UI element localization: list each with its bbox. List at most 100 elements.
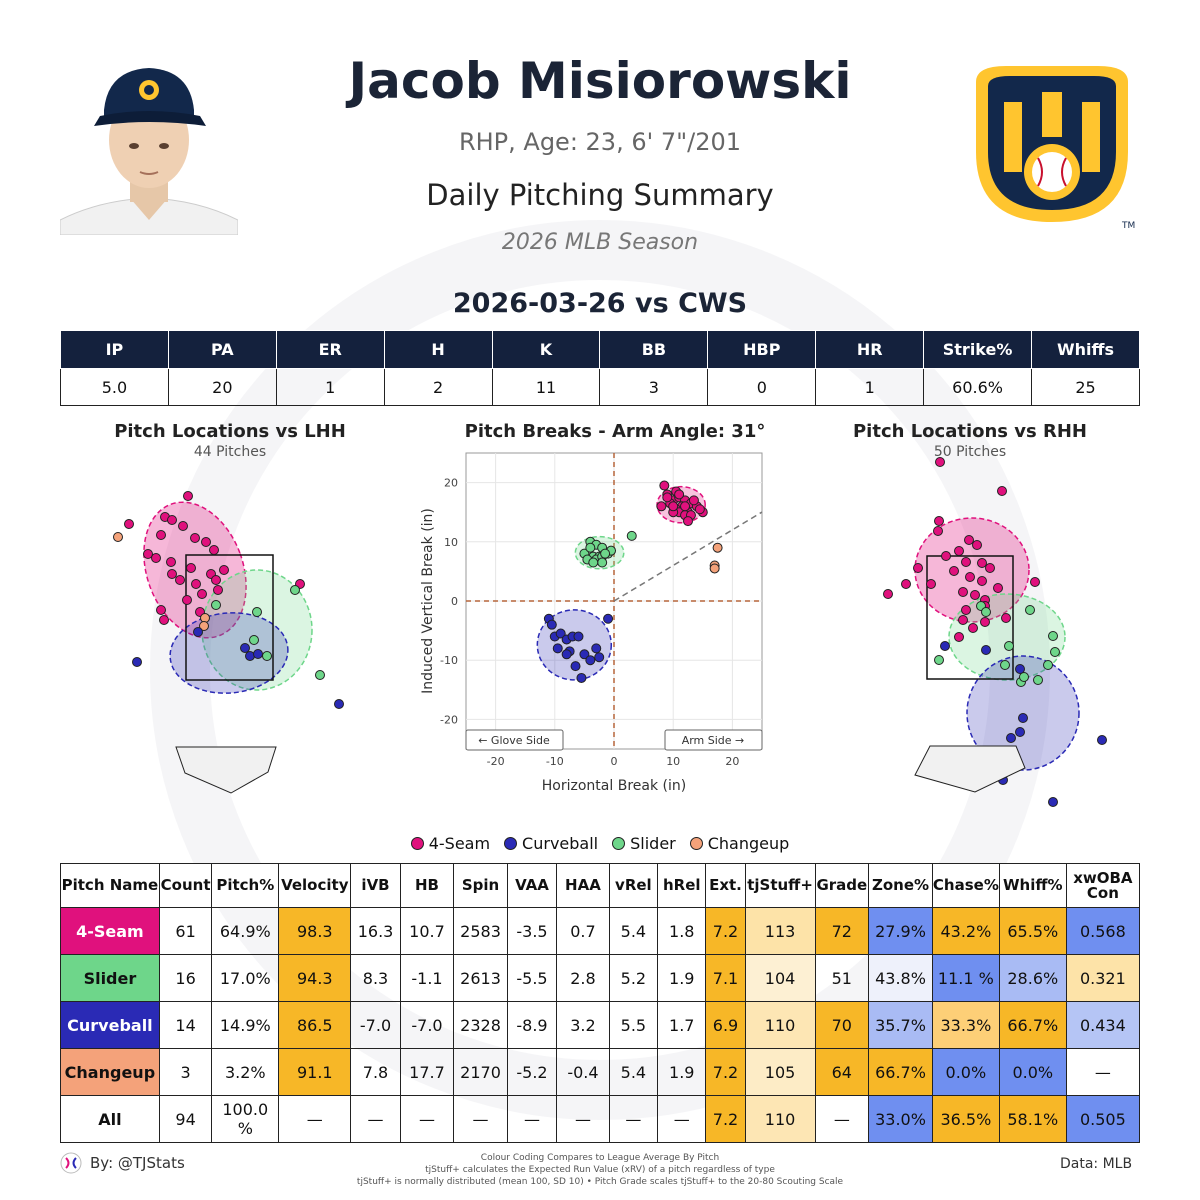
- legend-label: Slider: [630, 834, 676, 853]
- lhh-point: [249, 635, 259, 645]
- table-row: All 94 100.0 % — — — — — — — —7.2 110—33.0% 36.5% 58.…: [60, 1095, 1141, 1143]
- pitch-table-cell: 2170: [453, 1048, 508, 1096]
- pitch-table-cell: 3: [158, 1048, 213, 1096]
- pitch-table-cell: 28.6%: [998, 954, 1067, 1002]
- lhh-point: [159, 615, 169, 625]
- lhh-point: [209, 545, 219, 555]
- legend-label: Changeup: [707, 834, 790, 853]
- rhh-point: [934, 516, 944, 526]
- rhh-point: [926, 579, 936, 589]
- breaks-point-curveball: [555, 628, 566, 639]
- pitch-table-cell: 1.9: [657, 954, 707, 1002]
- pitch-name-cell: Slider: [60, 954, 160, 1002]
- footer-credit-text: By: @TJStats: [90, 1154, 185, 1172]
- glove-side-annotation: ← Glove Side: [465, 729, 564, 751]
- lhh-point: [182, 595, 192, 605]
- breaks-point-curveball: [561, 649, 572, 660]
- statline-header-h: H: [383, 330, 493, 369]
- lhh-point: [211, 575, 221, 585]
- pitch-table-cell: 2.8: [556, 954, 610, 1002]
- lhh-point: [191, 579, 201, 589]
- statline-header-row: IP PA ER H K BB HBP HR Strike% Whiffs: [60, 330, 1140, 369]
- breaks-point-changeup: [709, 563, 720, 574]
- breaks-point-curveball: [576, 672, 587, 683]
- pitch-table-cell: 0.0%: [998, 1048, 1067, 1096]
- pitch-table-cell: 0.7: [556, 907, 610, 955]
- footer-note-2: tjStuff+ calculates the Expected Run Val…: [425, 1165, 775, 1175]
- lhh-point: [219, 565, 229, 575]
- breaks-x-axis-label: Horizontal Break (in): [542, 778, 686, 794]
- pitch-table-header: Velocity: [278, 863, 352, 908]
- pitch-table-cell: 16.3: [350, 907, 401, 955]
- legend-swatch: [504, 837, 518, 850]
- lhh-point: [166, 557, 176, 567]
- x-tick-label: 20: [725, 755, 739, 768]
- statline-header-whiffs: Whiffs: [1031, 330, 1140, 369]
- lhh-point: [143, 549, 153, 559]
- x-tick-label: -20: [487, 755, 505, 768]
- pitch-table-cell: 0.321: [1065, 954, 1141, 1002]
- pitch-table-header: Spin: [453, 863, 508, 908]
- pitch-table-header: vRel: [608, 863, 659, 908]
- pitch-table-cell: 7.2: [705, 1095, 746, 1143]
- lhh-point: [211, 600, 221, 610]
- breaks-point-curveball: [591, 643, 602, 654]
- breaks-points: [543, 480, 723, 683]
- arm-angle-line: [613, 511, 763, 602]
- pitch-table-cell: 0.568: [1065, 907, 1141, 955]
- footer-source: Data: MLB: [1060, 1156, 1133, 1172]
- lhh-point: [175, 575, 185, 585]
- lhh-location-plot: [113, 491, 344, 794]
- lhh-point: [193, 627, 203, 637]
- breaks-point-changeup: [712, 542, 723, 553]
- lhh-point: [178, 521, 188, 531]
- breaks-point-4-seam: [662, 492, 673, 503]
- player-headshot: [60, 60, 238, 235]
- rhh-point: [883, 589, 893, 599]
- rhh-point: [1019, 672, 1029, 682]
- x-tick-label: 10: [666, 755, 680, 768]
- pitch-table-header: Grade: [814, 863, 870, 908]
- lhh-point: [190, 533, 200, 543]
- rhh-point: [961, 557, 971, 567]
- breaks-point-curveball: [573, 631, 584, 642]
- lhh-point: [290, 585, 300, 595]
- pitch-table-cell: 98.3: [278, 907, 352, 955]
- pitch-table-cell: 64.9%: [211, 907, 280, 955]
- pitch-table-cell: 6.9: [705, 1001, 746, 1049]
- lhh-point: [240, 643, 250, 653]
- rhh-point: [941, 551, 951, 561]
- y-tick-label: 20: [444, 477, 458, 490]
- pitch-table-cell: 14.9%: [211, 1001, 280, 1049]
- rhh-point: [1097, 735, 1107, 745]
- pitch-table-cell: -5.5: [506, 954, 558, 1002]
- rhh-point: [949, 566, 959, 576]
- breaks-point-slider: [597, 557, 608, 568]
- rhh-point: [1000, 660, 1010, 670]
- lhh-point: [199, 621, 209, 631]
- breaks-point-curveball: [594, 652, 605, 663]
- pitch-table-header: Whiff%: [998, 863, 1067, 908]
- lhh-point: [253, 649, 263, 659]
- rhh-point: [981, 645, 991, 655]
- statline-value-h: 2: [383, 368, 493, 406]
- statline-value-strike-pct: 60.6%: [923, 368, 1033, 406]
- pitch-table-cell: 43.8%: [868, 954, 933, 1002]
- pitch-name-cell: All: [60, 1095, 160, 1143]
- pitch-table-cell: 14: [158, 1001, 213, 1049]
- pitch-table-cell: 17.7: [399, 1048, 455, 1096]
- table-row: 4-Seam 61 64.9% 98.3 16.3 10.7 2583 -3.5 0.7 5.4 1…: [60, 907, 1141, 955]
- pitch-table-cell: —: [399, 1095, 455, 1143]
- rhh-point: [1018, 713, 1028, 723]
- breaks-point-curveball: [546, 619, 557, 630]
- pitch-table-header: HAA: [556, 863, 610, 908]
- pitch-table-cell: 100.0 %: [211, 1095, 280, 1143]
- pitch-table-cell: 1.7: [657, 1001, 707, 1049]
- breaks-point-slider: [588, 557, 599, 568]
- summary-title: Daily Pitching Summary: [426, 178, 774, 212]
- pitch-table-cell: 27.9%: [868, 907, 933, 955]
- rhh-point: [985, 563, 995, 573]
- rhh-point: [1048, 797, 1058, 807]
- rhh-point: [972, 540, 982, 550]
- pitch-name-cell: 4-Seam: [60, 907, 160, 955]
